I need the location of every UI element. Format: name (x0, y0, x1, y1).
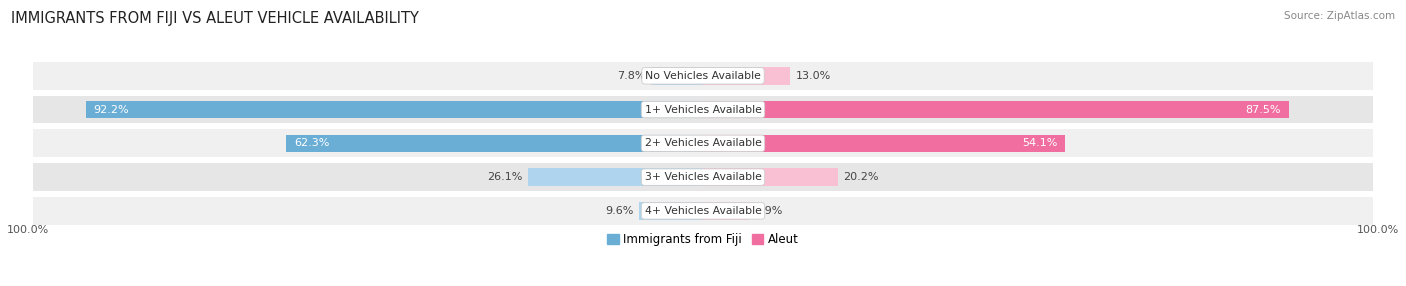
Text: 54.1%: 54.1% (1022, 138, 1057, 148)
Legend: Immigrants from Fiji, Aleut: Immigrants from Fiji, Aleut (602, 228, 804, 251)
Bar (285, 134, 703, 152)
Bar (34, 197, 1372, 225)
Bar (703, 168, 838, 186)
Text: 3+ Vehicles Available: 3+ Vehicles Available (644, 172, 762, 182)
Text: 1+ Vehicles Available: 1+ Vehicles Available (644, 105, 762, 115)
Text: Source: ZipAtlas.com: Source: ZipAtlas.com (1284, 11, 1395, 21)
Bar (703, 202, 749, 220)
Text: 2+ Vehicles Available: 2+ Vehicles Available (644, 138, 762, 148)
Bar (34, 62, 1372, 90)
Bar (638, 202, 703, 220)
Text: 100.0%: 100.0% (1357, 225, 1399, 235)
Bar (34, 130, 1372, 157)
Bar (86, 101, 703, 118)
Text: 62.3%: 62.3% (294, 138, 329, 148)
Text: IMMIGRANTS FROM FIJI VS ALEUT VEHICLE AVAILABILITY: IMMIGRANTS FROM FIJI VS ALEUT VEHICLE AV… (11, 11, 419, 26)
Text: 7.8%: 7.8% (617, 71, 645, 81)
Bar (34, 96, 1372, 124)
Bar (34, 163, 1372, 191)
Text: No Vehicles Available: No Vehicles Available (645, 71, 761, 81)
Text: 13.0%: 13.0% (796, 71, 831, 81)
Text: 87.5%: 87.5% (1246, 105, 1281, 115)
Text: 26.1%: 26.1% (488, 172, 523, 182)
Text: 92.2%: 92.2% (94, 105, 129, 115)
Text: 100.0%: 100.0% (7, 225, 49, 235)
Bar (703, 67, 790, 85)
Text: 4+ Vehicles Available: 4+ Vehicles Available (644, 206, 762, 216)
Text: 6.9%: 6.9% (755, 206, 783, 216)
Text: 9.6%: 9.6% (605, 206, 633, 216)
Text: 20.2%: 20.2% (844, 172, 879, 182)
Bar (703, 101, 1289, 118)
Bar (703, 134, 1066, 152)
Bar (651, 67, 703, 85)
Bar (529, 168, 703, 186)
